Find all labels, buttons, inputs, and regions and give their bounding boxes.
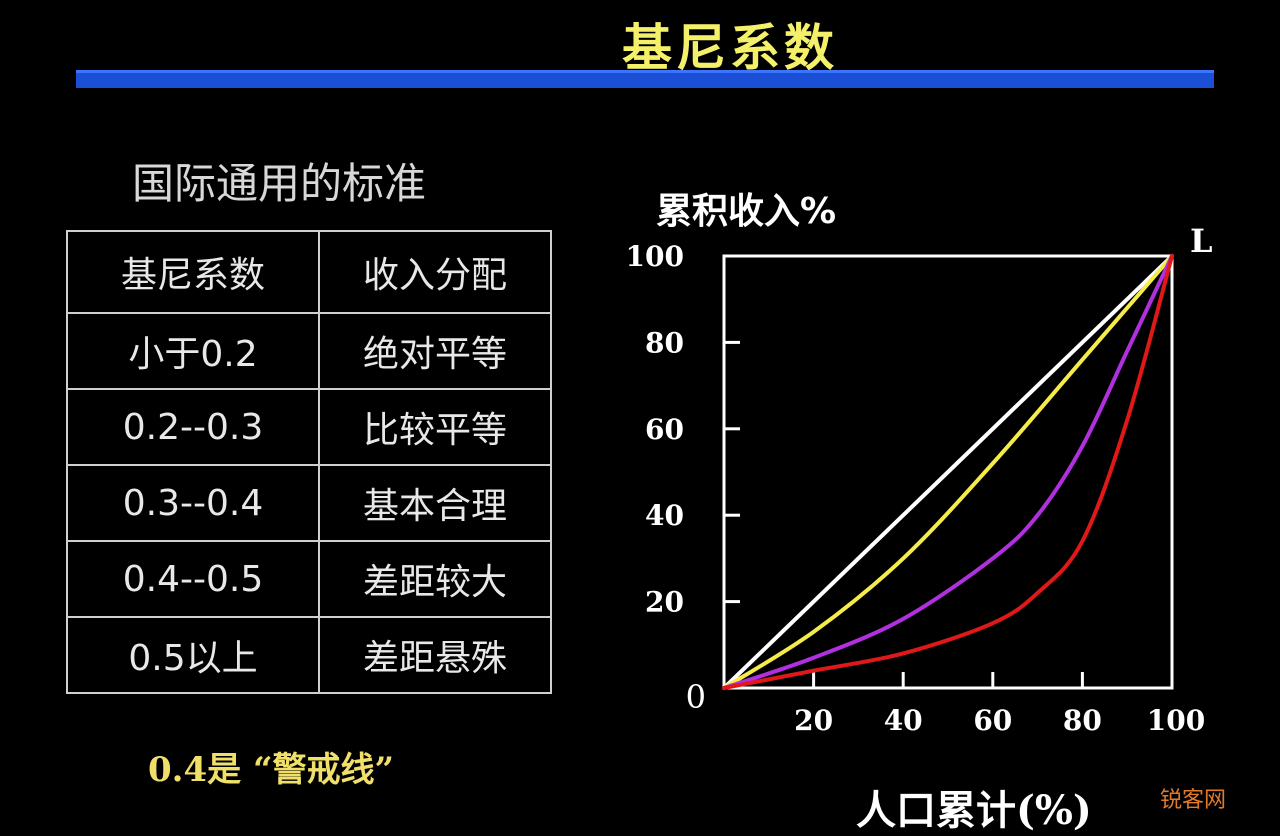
table-cell-level: 基本合理: [318, 464, 552, 542]
y-tick-label: 40: [645, 499, 684, 532]
lorenz-curve-1: [722, 254, 1174, 690]
watermark: 锐客网: [1160, 788, 1227, 813]
table-cell-range: 0.2--0.3: [66, 388, 320, 466]
table-cell-level: 绝对平等: [318, 312, 552, 390]
header-distribution: 收入分配: [318, 230, 552, 314]
x-tick-label: 80: [1063, 704, 1102, 737]
table-cell-level: 差距较大: [318, 540, 552, 618]
table-cell-level: 比较平等: [318, 388, 552, 466]
y-axis-label: 累积收入%: [656, 191, 837, 232]
table-row: 0.3--0.4 基本合理: [66, 464, 552, 542]
table-cell-range: 0.4--0.5: [66, 540, 320, 618]
x-tick-label: 20: [794, 704, 833, 737]
lorenz-curve-3: [722, 254, 1174, 690]
y-tick-label: 20: [645, 586, 684, 619]
x-tick-label: 60: [973, 704, 1012, 737]
y-tick-label: 60: [645, 413, 684, 446]
origin-label: 0: [686, 678, 706, 716]
title-underline-bar: [76, 70, 1214, 88]
table-cell-level: 差距悬殊: [318, 616, 552, 694]
slide-title: 基尼系数: [622, 18, 838, 77]
corner-label-L: L: [1190, 222, 1213, 260]
table-row: 0.4--0.5 差距较大: [66, 540, 552, 618]
plot-frame: [722, 254, 1174, 690]
table-cell-range: 0.5以上: [66, 616, 320, 694]
table-row: 小于0.2 绝对平等: [66, 312, 552, 390]
gini-standards-table: 基尼系数 收入分配 小于0.2 绝对平等 0.2--0.3 比较平等 0.3--…: [66, 230, 552, 694]
x-tick-label: 40: [884, 704, 923, 737]
table-header-row: 基尼系数 收入分配: [66, 230, 552, 314]
header-gini: 基尼系数: [66, 230, 320, 314]
y-tick-label: 100: [626, 240, 684, 273]
table-row: 0.2--0.3 比较平等: [66, 388, 552, 466]
warning-line-note: 0.4是 “警戒线”: [148, 750, 395, 790]
equality-line: [722, 254, 1174, 690]
x-tick-label: 100: [1147, 704, 1205, 737]
table-cell-range: 小于0.2: [66, 312, 320, 390]
table-row: 0.5以上 差距悬殊: [66, 616, 552, 694]
y-tick-label: 80: [645, 326, 684, 359]
table-cell-range: 0.3--0.4: [66, 464, 320, 542]
lorenz-curve-2: [722, 254, 1174, 690]
standards-heading: 国际通用的标准: [132, 159, 427, 208]
